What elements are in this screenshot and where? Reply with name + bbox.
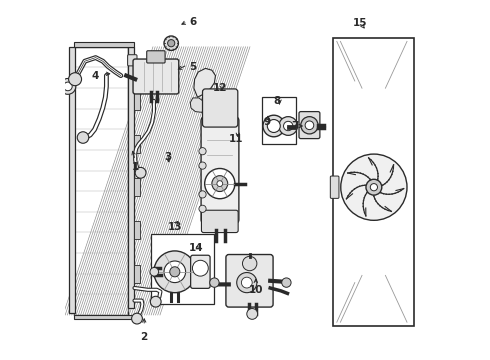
- Circle shape: [366, 179, 382, 195]
- Bar: [128, 47, 134, 308]
- Bar: [69, 47, 75, 313]
- Text: 15: 15: [353, 18, 368, 28]
- Text: 14: 14: [189, 243, 204, 253]
- Bar: [333, 38, 414, 326]
- Circle shape: [154, 251, 196, 293]
- Text: 8: 8: [274, 96, 281, 106]
- Bar: [134, 135, 140, 153]
- FancyBboxPatch shape: [299, 112, 320, 139]
- Circle shape: [199, 205, 206, 212]
- Text: 13: 13: [168, 222, 182, 232]
- Circle shape: [199, 162, 206, 169]
- Circle shape: [217, 181, 222, 186]
- Circle shape: [243, 256, 257, 271]
- Circle shape: [77, 132, 89, 143]
- Text: 3: 3: [164, 152, 171, 162]
- FancyBboxPatch shape: [201, 210, 238, 233]
- Circle shape: [370, 184, 377, 191]
- Circle shape: [212, 176, 228, 192]
- Text: 12: 12: [213, 83, 227, 93]
- Circle shape: [247, 309, 258, 319]
- Circle shape: [150, 267, 159, 276]
- Bar: [134, 178, 140, 196]
- Bar: [74, 47, 128, 315]
- Circle shape: [150, 296, 161, 307]
- Bar: [151, 234, 214, 304]
- FancyBboxPatch shape: [127, 55, 137, 66]
- Bar: [134, 92, 140, 110]
- Circle shape: [268, 120, 280, 132]
- Circle shape: [164, 36, 178, 50]
- Text: 1: 1: [132, 162, 139, 172]
- Circle shape: [164, 261, 186, 283]
- Circle shape: [170, 267, 180, 277]
- Circle shape: [69, 73, 81, 86]
- Circle shape: [341, 154, 407, 220]
- Bar: [134, 265, 140, 283]
- FancyBboxPatch shape: [330, 176, 339, 198]
- FancyBboxPatch shape: [201, 117, 239, 223]
- Circle shape: [282, 278, 291, 287]
- Polygon shape: [190, 98, 205, 112]
- Text: 9: 9: [263, 117, 270, 127]
- Circle shape: [301, 117, 318, 134]
- Circle shape: [132, 313, 143, 324]
- Circle shape: [205, 168, 235, 199]
- Bar: [134, 221, 140, 239]
- Bar: [262, 97, 296, 144]
- Circle shape: [199, 191, 206, 198]
- Circle shape: [263, 115, 285, 137]
- Circle shape: [60, 78, 76, 94]
- Text: 6: 6: [189, 17, 196, 27]
- FancyBboxPatch shape: [202, 89, 238, 127]
- Text: 7: 7: [292, 121, 299, 131]
- Circle shape: [284, 121, 293, 131]
- Text: 5: 5: [189, 62, 196, 72]
- Circle shape: [193, 260, 208, 276]
- Polygon shape: [194, 68, 216, 97]
- FancyBboxPatch shape: [133, 59, 179, 94]
- Circle shape: [135, 167, 146, 178]
- Circle shape: [168, 40, 175, 47]
- Bar: [74, 315, 134, 319]
- Circle shape: [199, 148, 206, 155]
- Circle shape: [210, 278, 219, 287]
- Text: 11: 11: [229, 134, 243, 144]
- FancyBboxPatch shape: [226, 255, 273, 307]
- FancyBboxPatch shape: [191, 255, 210, 288]
- Circle shape: [237, 273, 257, 293]
- FancyBboxPatch shape: [147, 51, 165, 63]
- Text: 2: 2: [141, 332, 148, 342]
- Text: 4: 4: [92, 71, 99, 81]
- Text: 10: 10: [248, 285, 263, 295]
- Circle shape: [305, 121, 314, 130]
- Circle shape: [279, 117, 297, 135]
- Bar: [74, 42, 134, 47]
- Circle shape: [242, 277, 252, 288]
- Circle shape: [64, 82, 72, 91]
